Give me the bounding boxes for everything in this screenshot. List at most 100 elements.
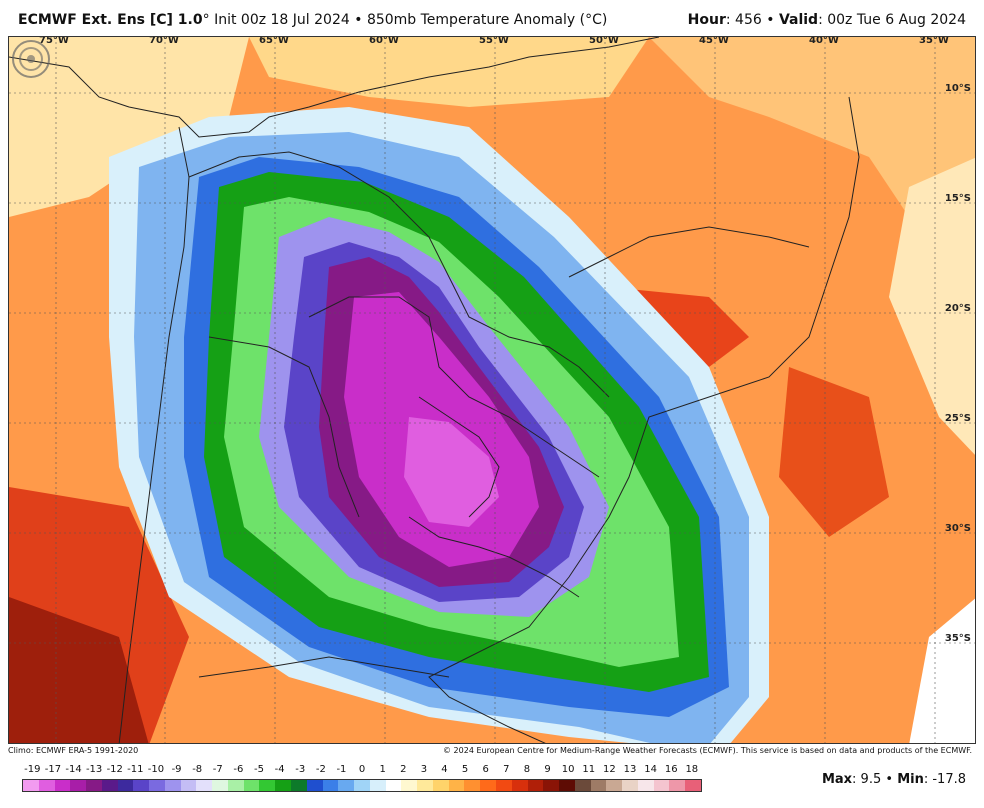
lon-label-70w: 70°W bbox=[149, 36, 179, 46]
color-scale-label: 11 bbox=[582, 764, 596, 775]
color-scale-swatch bbox=[511, 780, 528, 791]
copyright-note: © 2024 European Centre for Medium-Range … bbox=[443, 746, 972, 755]
color-scale-swatch bbox=[38, 780, 55, 791]
color-scale-swatch bbox=[291, 780, 307, 791]
color-scale-swatch bbox=[212, 780, 228, 791]
color-scale-label: -2 bbox=[315, 764, 326, 775]
lon-label-65w: 65°W bbox=[259, 36, 289, 46]
color-scale-swatch bbox=[448, 780, 465, 791]
color-scale-swatch bbox=[23, 780, 39, 791]
color-scale: -19 -17 -14 -13 -12 -11 -10 -9 -8 -7 -6 -5 -4 -3 -2 -1 0… bbox=[22, 764, 702, 794]
max-value: : 9.5 bbox=[852, 772, 882, 787]
color-scale-swatch bbox=[275, 780, 292, 791]
color-scale-label: 0 bbox=[358, 764, 366, 775]
color-scale-label: 13 bbox=[623, 764, 637, 775]
color-scale-swatch bbox=[180, 780, 197, 791]
color-scale-swatch bbox=[338, 780, 355, 791]
color-scale-label: -3 bbox=[295, 764, 306, 775]
color-scale-label: -11 bbox=[127, 764, 144, 775]
color-scale-label: -6 bbox=[233, 764, 244, 775]
map-title: ECMWF Ext. Ens [C] 1.0° Init 00z 18 Jul … bbox=[18, 12, 607, 28]
climo-note: Climo: ECMWF ERA-5 1991-2020 bbox=[8, 746, 139, 755]
color-scale-label: -9 bbox=[171, 764, 182, 775]
very-hot-chile bbox=[9, 597, 149, 743]
model-name: ECMWF Ext. Ens [C] 1.0 bbox=[18, 12, 203, 28]
color-scale-label: -4 bbox=[274, 764, 285, 775]
color-scale-label: -14 bbox=[65, 764, 82, 775]
valid-value: : 00z Tue 6 Aug 2024 bbox=[818, 12, 966, 28]
min-value: : -17.8 bbox=[923, 772, 966, 787]
color-scale-swatch bbox=[259, 780, 276, 791]
color-scale-label: 12 bbox=[603, 764, 616, 775]
color-scale-label: -13 bbox=[85, 764, 103, 775]
color-scale-label: -17 bbox=[44, 764, 62, 775]
color-scale-label: -1 bbox=[336, 764, 347, 775]
color-scale-label: 10 bbox=[561, 764, 575, 775]
lat-label-30s: 30°S bbox=[944, 523, 971, 534]
color-scale-label: 14 bbox=[644, 764, 657, 775]
lat-label-10s: 10°S bbox=[944, 83, 971, 94]
coastlines bbox=[9, 37, 860, 743]
header: ECMWF Ext. Ens [C] 1.0° Init 00z 18 Jul … bbox=[0, 0, 984, 36]
valid-info: Hour: 456 • Valid: 00z Tue 6 Aug 2024 bbox=[688, 12, 966, 28]
color-scale-label: 3 bbox=[420, 764, 428, 775]
color-scale-swatch bbox=[543, 780, 560, 791]
lon-label-40w: 40°W bbox=[809, 36, 839, 46]
lat-label-35s: 35°S bbox=[944, 633, 971, 644]
stats-bullet: • bbox=[885, 772, 894, 787]
color-scale-swatch bbox=[133, 780, 150, 791]
lon-label-45w: 45°W bbox=[699, 36, 729, 46]
map-canvas bbox=[9, 37, 975, 743]
color-scale-label: 6 bbox=[482, 764, 489, 775]
lon-label-35w: 35°W bbox=[919, 36, 949, 46]
color-scale-swatch bbox=[574, 780, 591, 791]
color-scale-swatch bbox=[306, 780, 323, 791]
color-scale-swatch bbox=[70, 780, 87, 791]
lon-label-50w: 50°W bbox=[589, 36, 619, 46]
warm-northeast bbox=[649, 37, 975, 217]
color-scale-labels: -19 -17 -14 -13 -12 -11 -10 -9 -8 -7 -6 -5 -4 -3 -2 -1 0… bbox=[22, 764, 702, 778]
color-scale-label: 9 bbox=[544, 764, 551, 775]
color-scale-swatch bbox=[606, 780, 623, 791]
color-scale-bar bbox=[22, 779, 702, 792]
color-scale-label: -5 bbox=[254, 764, 264, 775]
title-bullet: • bbox=[354, 12, 363, 28]
color-scale-swatch bbox=[669, 780, 686, 791]
color-scale-swatch bbox=[354, 780, 370, 791]
color-scale-swatch bbox=[227, 780, 244, 791]
color-scale-swatch bbox=[86, 780, 102, 791]
color-scale-swatch bbox=[243, 780, 260, 791]
min-label: Min bbox=[897, 772, 924, 787]
color-scale-swatch bbox=[196, 780, 213, 791]
color-scale-label: 18 bbox=[685, 764, 699, 775]
init-time: Init 00z 18 Jul 2024 bbox=[214, 12, 350, 28]
color-scale-swatch bbox=[117, 780, 134, 791]
color-scale-swatch bbox=[385, 780, 402, 791]
max-min-readout: Max: 9.5 • Min: -17.8 bbox=[822, 772, 966, 787]
anomaly-map[interactable]: 75°W 70°W 65°W 60°W 55°W 50°W 45°W 40°W … bbox=[8, 36, 976, 744]
color-scale-label: -12 bbox=[106, 764, 123, 775]
max-label: Max bbox=[821, 772, 853, 787]
color-scale-swatch bbox=[401, 780, 418, 791]
cold-core bbox=[404, 417, 499, 527]
color-scale-swatch bbox=[495, 780, 512, 791]
valid-label: Valid bbox=[778, 12, 819, 28]
color-scale-swatch bbox=[622, 780, 638, 791]
color-scale-swatch bbox=[464, 780, 481, 791]
color-scale-swatch bbox=[149, 780, 165, 791]
warm-northwest bbox=[9, 37, 249, 217]
color-scale-swatch bbox=[480, 780, 496, 791]
color-scale-swatch bbox=[432, 780, 449, 791]
color-scale-label: 8 bbox=[523, 764, 531, 775]
color-scale-swatch bbox=[54, 780, 71, 791]
lat-label-15s: 15°S bbox=[944, 193, 971, 204]
color-scale-swatch bbox=[637, 780, 654, 791]
color-scale-label: -19 bbox=[24, 764, 41, 775]
lat-label-20s: 20°S bbox=[944, 303, 971, 314]
color-scale-swatch bbox=[653, 780, 670, 791]
color-scale-swatch bbox=[417, 780, 433, 791]
color-scale-label: 16 bbox=[664, 764, 678, 775]
valid-bullet: • bbox=[766, 12, 775, 28]
color-scale-label: -7 bbox=[212, 764, 223, 775]
color-scale-swatch bbox=[101, 780, 118, 791]
